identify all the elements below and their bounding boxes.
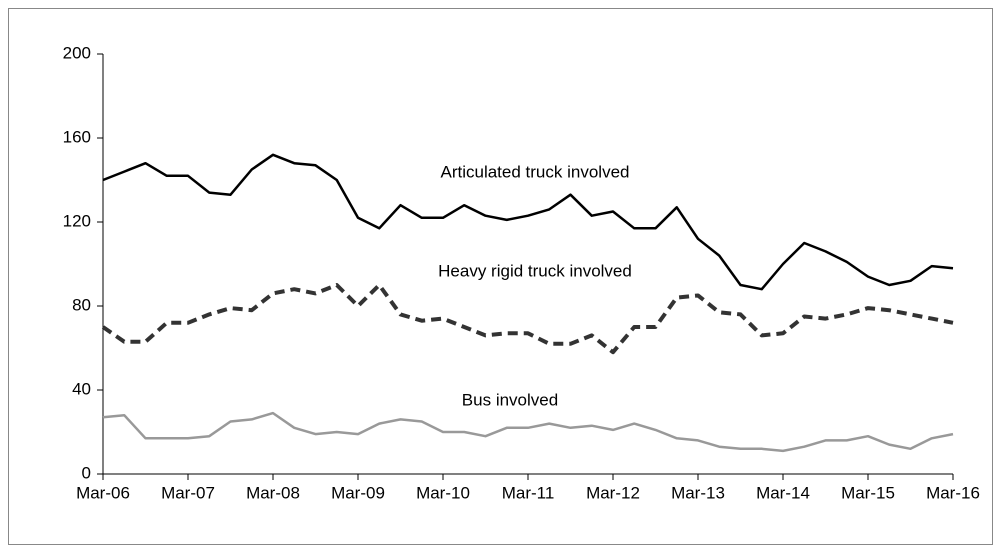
series-label: Bus involved [462, 390, 558, 409]
series-label: Articulated truck involved [441, 162, 630, 181]
x-tick-label: Mar-12 [586, 483, 640, 502]
x-tick-label: Mar-11 [502, 483, 555, 502]
series-label: Heavy rigid truck involved [438, 261, 632, 280]
series-line [102, 411, 954, 453]
y-tick-label: 40 [72, 379, 91, 398]
y-tick-label: 200 [63, 43, 91, 62]
chart-frame [8, 8, 993, 545]
x-tick-label: Mar-09 [331, 483, 385, 502]
x-tick-label: Mar-14 [756, 483, 810, 502]
x-tick-label: Mar-06 [76, 483, 130, 502]
x-tick-label: Mar-13 [671, 483, 725, 502]
y-tick-label: 160 [63, 127, 91, 146]
x-tick-label: Mar-08 [246, 483, 300, 502]
x-tick-label: Mar-16 [926, 483, 980, 502]
series-line [101, 283, 954, 355]
series-line [102, 153, 954, 291]
x-tick-label: Mar-10 [416, 483, 470, 502]
x-tick-label: Mar-15 [841, 483, 895, 502]
y-tick-label: 0 [82, 463, 91, 482]
y-tick-label: 80 [72, 295, 91, 314]
y-tick-label: 120 [63, 211, 91, 230]
x-tick-label: Mar-07 [161, 483, 215, 502]
